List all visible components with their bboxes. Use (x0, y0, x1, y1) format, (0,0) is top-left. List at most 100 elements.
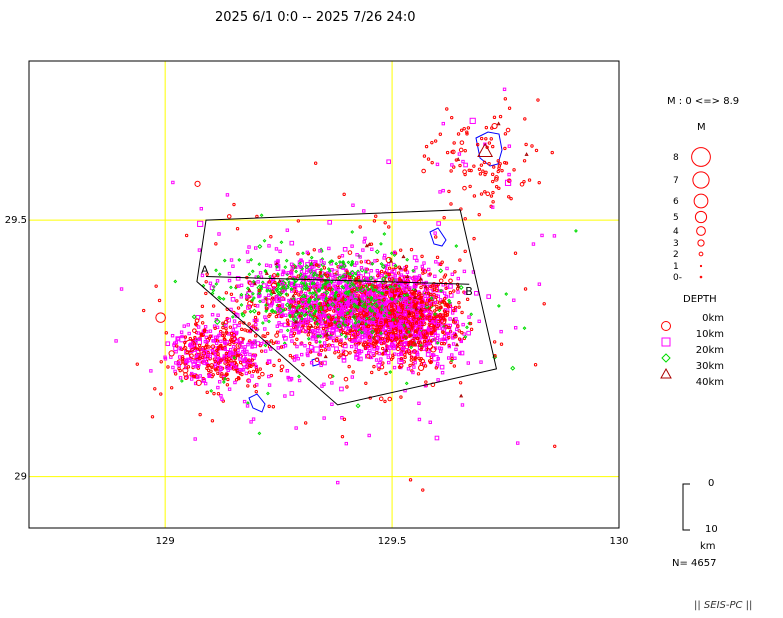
event-marker-10-20km (227, 278, 232, 283)
event-marker-20-30km (239, 303, 244, 307)
event-marker-20-30km (348, 308, 353, 313)
event-marker-10-20km (352, 324, 358, 329)
magnitude-legend-circle (693, 193, 709, 209)
event-marker-0-10km (232, 202, 236, 207)
event-marker-10-20km (402, 341, 408, 347)
event-marker-10-20km (436, 378, 440, 382)
event-marker-0-10km (489, 137, 493, 141)
event-marker-0-10km (181, 360, 185, 364)
event-marker-10-20km (222, 340, 227, 345)
event-marker-30-40km (325, 331, 330, 336)
event-marker-0-10km (422, 269, 428, 274)
event-marker-30-40km (407, 311, 412, 316)
event-marker-0-10km (533, 363, 538, 367)
event-marker-10-20km (232, 351, 237, 355)
event-marker-0-10km (429, 292, 433, 297)
event-marker-10-20km (450, 311, 455, 315)
event-marker-0-10km (410, 325, 414, 330)
event-marker-0-10km (430, 331, 434, 335)
event-marker-0-10km (306, 333, 311, 337)
event-marker-0-10km (459, 128, 464, 132)
event-marker-30-40km (364, 243, 369, 248)
event-marker-0-10km (221, 321, 225, 326)
event-marker-0-10km (338, 339, 343, 345)
event-marker-0-10km (380, 346, 385, 351)
depth-legend-label: 0km (702, 313, 724, 324)
event-marker-20-30km (274, 264, 279, 269)
event-marker-10-20km (355, 252, 359, 257)
event-marker-10-20km (341, 358, 347, 363)
event-marker-0-10km (496, 159, 500, 163)
event-marker-20-30km (313, 297, 317, 302)
event-marker-10-20km (435, 341, 439, 345)
event-marker-0-10km (503, 160, 507, 165)
event-marker-10-20km (378, 340, 382, 344)
event-marker-10-20km (303, 303, 308, 308)
event-marker-20-30km (439, 288, 443, 293)
event-marker-0-10km (361, 284, 366, 289)
event-marker-10-20km (437, 346, 442, 350)
event-marker-0-10km (482, 160, 487, 165)
event-marker-10-20km (149, 369, 153, 373)
event-marker-10-20km (193, 381, 198, 386)
event-marker-10-20km (453, 356, 457, 360)
event-marker-10-20km (313, 346, 320, 353)
event-marker-0-10km (378, 325, 383, 330)
event-marker-0-10km (497, 166, 501, 171)
event-marker-0-10km (350, 288, 354, 293)
event-marker-20-30km (326, 315, 331, 320)
event-marker-30-40km (398, 265, 403, 270)
event-marker-20-30km (317, 287, 321, 292)
event-marker-0-10km (216, 352, 220, 356)
event-marker-0-10km (453, 270, 457, 274)
event-marker-10-20km (308, 344, 314, 350)
event-marker-0-10km (249, 329, 253, 333)
event-marker-10-20km (193, 437, 197, 441)
event-marker-0-10km (201, 350, 207, 356)
event-marker-0-10km (456, 132, 461, 136)
event-marker-10-20km (412, 255, 418, 260)
event-marker-30-40km (277, 279, 282, 283)
event-marker-10-20km (397, 324, 403, 330)
event-marker-0-10km (270, 296, 275, 300)
event-marker-20-30km (240, 312, 246, 318)
event-marker-10-20km (229, 307, 233, 312)
event-marker-20-30km (326, 267, 331, 271)
magnitude-legend-circle (699, 275, 703, 279)
magnitude-legend-circle (694, 210, 708, 224)
event-marker-0-10km (416, 372, 421, 376)
event-marker-10-20km (327, 347, 331, 351)
event-marker-10-20km (286, 375, 290, 380)
event-marker-10-20km (279, 322, 283, 327)
event-marker-10-20km (258, 271, 263, 275)
event-marker-10-20km (414, 265, 418, 270)
event-marker-0-10km (428, 360, 433, 365)
event-marker-30-40km (405, 274, 410, 278)
event-marker-20-30km (295, 306, 299, 310)
event-marker-0-10km (274, 340, 278, 344)
event-marker-0-10km (417, 356, 421, 361)
event-marker-20-30km (303, 312, 308, 317)
event-marker-0-10km (279, 364, 285, 370)
event-marker-0-10km (226, 359, 230, 364)
magnitude-legend-label: 2 (673, 250, 679, 260)
event-marker-10-20km (313, 330, 317, 335)
event-marker-10-20km (280, 304, 284, 309)
event-marker-20-30km (392, 253, 397, 257)
event-marker-0-10km (250, 358, 255, 362)
event-marker-0-10km (542, 302, 546, 306)
event-marker-20-30km (298, 261, 303, 266)
event-marker-0-10km (356, 342, 361, 346)
event-marker-10-20km (450, 272, 455, 277)
event-marker-10-20km (304, 280, 312, 287)
event-marker-0-10km (184, 233, 189, 238)
event-marker-20-30km (380, 264, 386, 270)
event-marker-0-10km (319, 348, 324, 353)
event-marker-0-10km (260, 371, 265, 377)
event-marker-10-20km (290, 266, 294, 270)
event-marker-10-20km (339, 262, 343, 266)
event-marker-0-10km (452, 308, 456, 313)
event-marker-10-20km (276, 309, 281, 313)
magnitude-legend-circle (691, 147, 711, 167)
event-marker-20-30km (350, 259, 355, 264)
